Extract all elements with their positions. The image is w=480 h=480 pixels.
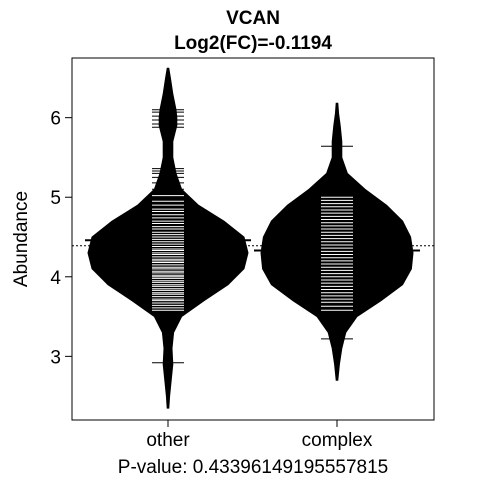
y-tick-label: 4 [50,268,61,289]
plot-frame [71,57,435,421]
bean-other [87,67,249,409]
chart-title: VCAN [226,8,280,29]
x-axis: other complex [146,420,373,451]
x-axis-label: P-value: 0.43396149195557815 [118,457,388,478]
beans-layer [72,67,434,409]
y-tick-label: 5 [50,188,61,209]
x-tick-label: other [146,430,190,451]
x-tick-label: complex [302,430,373,451]
y-tick-label: 6 [50,109,61,130]
y-axis-label: Abundance [11,191,32,287]
chart-subtitle: Log2(FC)=-0.1194 [174,33,332,54]
y-tick-label: 3 [50,347,61,368]
y-axis: 3 4 5 6 [50,109,72,368]
